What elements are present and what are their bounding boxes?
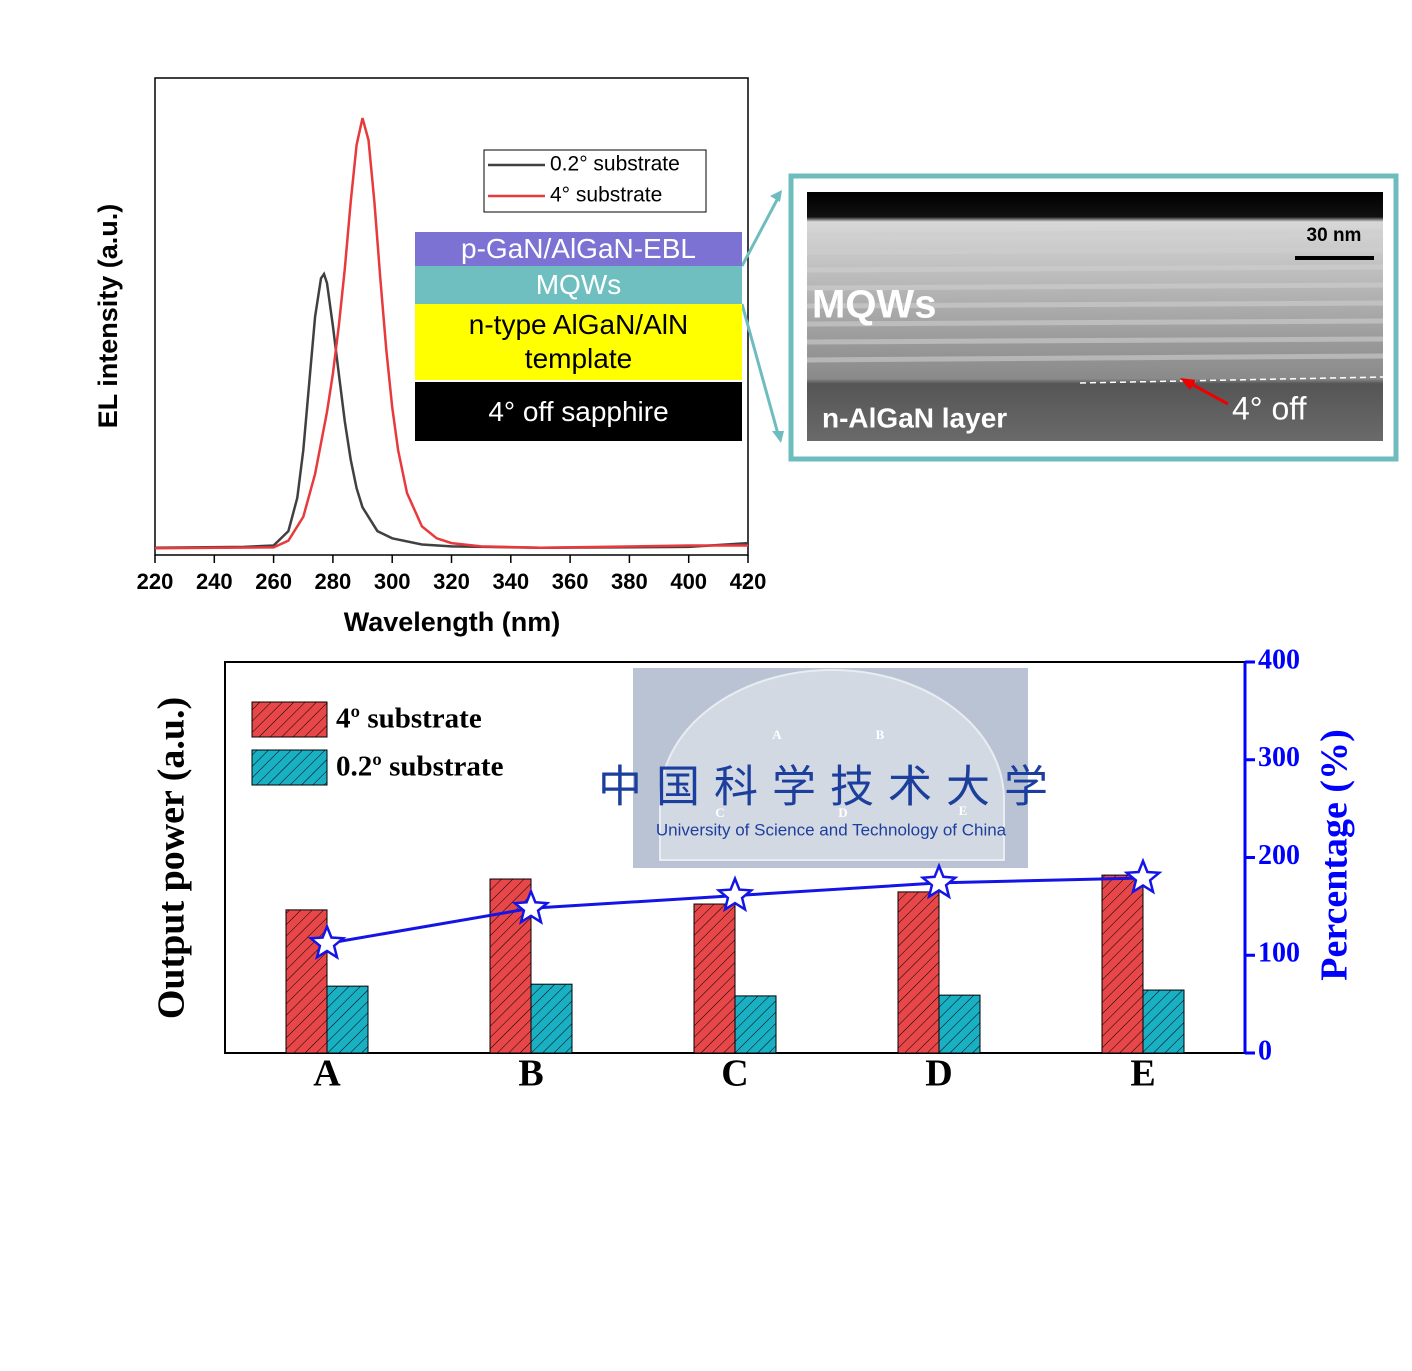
x-tick-label: 280 [315,569,352,594]
x-tick-label: E [1130,1053,1155,1095]
layer: p-GaN/AlGaN-EBL [415,232,742,266]
star-marker [919,862,959,900]
arrowhead [772,431,784,443]
star-marker [307,923,347,961]
x-tick-label: 340 [492,569,529,594]
wafer-label: E [959,803,968,818]
x-tick-label: D [925,1053,952,1095]
bar [938,994,981,1054]
arrow [740,303,780,435]
y-axis-label: EL intensity (a.u.) [93,204,123,429]
legend-swatch [251,749,328,786]
tem-stripes [806,229,1384,363]
tem-label: n-AlGaN layer [822,402,1007,433]
wafer-label: D [838,805,847,820]
legend-box [483,149,707,213]
x-axis-label: Wavelength (nm) [344,607,561,637]
x-tick-label: 240 [196,569,233,594]
x-tick-label: 320 [433,569,470,594]
legend-label: 4° substrate [550,184,662,207]
wafer-label: A [772,727,782,742]
layer: MQWs [415,266,742,304]
x-tick-label: 260 [255,569,292,594]
legend-label: 0.2º substrate [336,751,504,783]
x-tick-label: B [518,1053,543,1095]
star-marker [715,875,755,913]
star-marker [511,887,551,925]
wafer [659,669,1005,861]
y2-tick-label: 300 [1258,742,1300,773]
logo-en: University of Science and Technology of … [656,820,1007,839]
tem-label: 4° off [1232,390,1307,426]
legend-label: 4º substrate [336,703,482,735]
arrowhead [1180,378,1196,390]
scale-bar-label: 30 nm [1307,225,1362,246]
x-tick-label: C [721,1053,748,1095]
x-tick-label: A [313,1053,341,1095]
y-axis-label: Output power (a.u.) [151,697,193,1019]
tem-label: MQWs [812,283,936,327]
x-tick-label: 400 [670,569,707,594]
x-tick-label: 300 [374,569,411,594]
bar [897,891,940,1054]
line-series [154,117,748,550]
y2-axis-label: Percentage (%) [1314,729,1356,980]
bar [326,985,369,1054]
wafer-label: B [876,727,885,742]
wafer-label: C [715,805,724,820]
y2-tick-label: 400 [1258,644,1300,675]
arrowhead [770,190,782,202]
x-tick-label: 220 [137,569,174,594]
layer: n-type AlGaN/AlN template [415,304,742,380]
arrow [740,197,780,267]
y2-tick-label: 100 [1258,938,1300,969]
x-tick-label: 360 [552,569,589,594]
offcut-line [1079,376,1384,384]
y2-tick-label: 200 [1258,840,1300,871]
bar [1142,989,1185,1054]
x-tick-label: 380 [611,569,648,594]
bar [693,903,736,1054]
layer: 4° off sapphire [415,382,742,441]
bar [734,995,777,1054]
bar [285,909,328,1054]
logo-cn: 中国科学技术大学 [598,762,1062,813]
x-tick-label: 420 [730,569,767,594]
legend-swatch [251,701,328,738]
star-marker [1123,857,1163,895]
bar [530,983,573,1054]
y2-tick-label: 0 [1258,1035,1272,1066]
bar [1101,874,1144,1054]
legend-label: 0.2° substrate [550,153,680,176]
